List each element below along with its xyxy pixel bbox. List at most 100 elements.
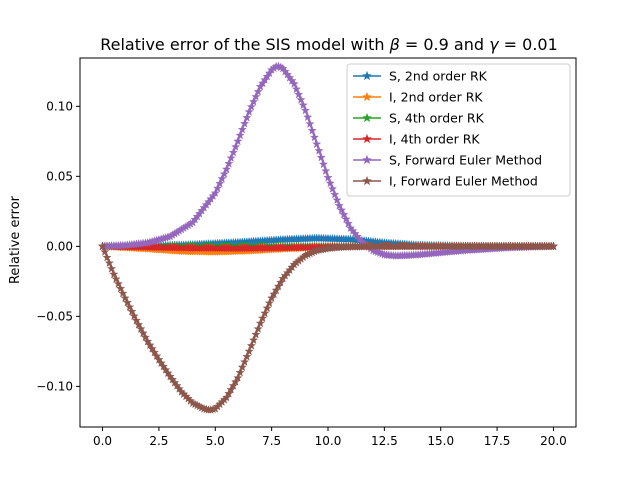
star-marker [300,105,310,115]
x-tick-label: 10.0 [315,434,342,448]
plot-area [98,61,558,414]
star-marker [131,315,141,325]
star-marker [242,113,252,122]
x-tick-label: 7.5 [262,434,281,448]
star-marker [339,209,349,219]
star-marker [244,107,254,116]
star-marker [294,89,304,99]
star-marker [271,285,281,295]
legend-star-icon [362,154,372,165]
star-marker [143,336,153,346]
star-marker [154,355,164,364]
legend-star-icon [362,112,372,123]
legend-label: I, Forward Euler Method [389,174,538,189]
star-marker [222,164,232,174]
y-tick-label: 0.00 [46,239,73,253]
star-marker [249,335,259,345]
star-marker [253,324,263,333]
star-marker [260,308,270,318]
star-marker [298,100,308,110]
star-marker [258,313,268,323]
star-marker [316,152,326,162]
star-marker [113,279,123,288]
star-marker [240,357,250,366]
legend-label: S, 4th order RK [389,111,485,126]
star-marker [163,368,173,378]
star-marker [134,319,144,329]
legend-box [346,63,571,197]
star-marker [233,373,243,382]
star-marker [98,241,108,251]
star-marker [314,146,324,155]
star-marker [305,119,315,128]
star-marker [215,178,225,188]
star-marker [336,205,347,215]
legend-label: I, 2nd order RK [389,90,483,105]
star-marker [226,384,236,394]
y-tick-label: 0.10 [46,99,73,113]
star-marker [161,365,171,374]
star-marker [327,184,338,193]
star-marker [219,169,229,178]
star-marker [149,347,159,357]
star-marker [147,344,157,353]
star-marker [226,153,236,162]
star-marker [118,288,128,298]
star-marker [325,178,335,188]
star-marker [125,302,135,311]
star-marker [104,258,114,268]
x-tick-label: 12.5 [371,434,398,448]
star-marker [224,388,234,398]
star-marker [109,269,119,279]
star-marker [330,189,340,199]
star-marker [217,174,227,183]
star-marker [107,263,117,273]
y-tick-label: −0.10 [36,379,73,393]
star-marker [231,142,241,151]
legend-star-icon [362,133,372,144]
x-tick-label: 5.0 [206,434,225,448]
y-axis-label: Relative error [8,195,23,284]
y-tick-label: 0.05 [46,169,73,183]
legend-entry: I, Forward Euler Method [353,174,538,189]
star-marker [269,289,279,299]
legend-entry: S, 4th order RK [353,111,485,126]
star-marker [122,297,132,307]
star-marker [548,241,558,251]
star-marker [111,274,121,283]
star-marker [341,214,351,224]
star-marker [334,200,344,210]
star-marker [237,124,247,134]
legend-star-icon [362,175,372,186]
star-marker [251,329,261,339]
star-marker [136,324,146,333]
legend-label: S, Forward Euler Method [389,153,542,168]
x-tick-label: 17.5 [484,434,511,448]
star-marker [343,218,353,228]
star-marker [267,293,277,303]
star-marker [233,136,243,146]
star-marker [228,147,238,157]
legend-entry: S, Forward Euler Method [353,153,542,168]
star-marker [240,118,250,128]
star-marker [251,92,261,101]
star-marker [145,340,155,350]
star-marker [138,328,148,338]
star-marker [249,97,259,106]
x-tick-label: 20.0 [540,434,567,448]
star-marker [235,130,245,140]
star-marker [116,283,126,293]
star-marker [129,311,139,320]
star-marker [323,172,333,182]
star-marker [309,132,320,142]
star-marker [246,102,256,111]
y-tick-label: −0.05 [36,309,73,323]
legend-label: I, 4th order RK [389,132,480,147]
star-marker [262,303,272,313]
star-marker [244,346,254,356]
star-marker [273,281,283,291]
legend-entry: I, 2nd order RK [353,90,483,105]
star-marker [152,351,162,361]
x-tick-label: 2.5 [149,434,168,448]
